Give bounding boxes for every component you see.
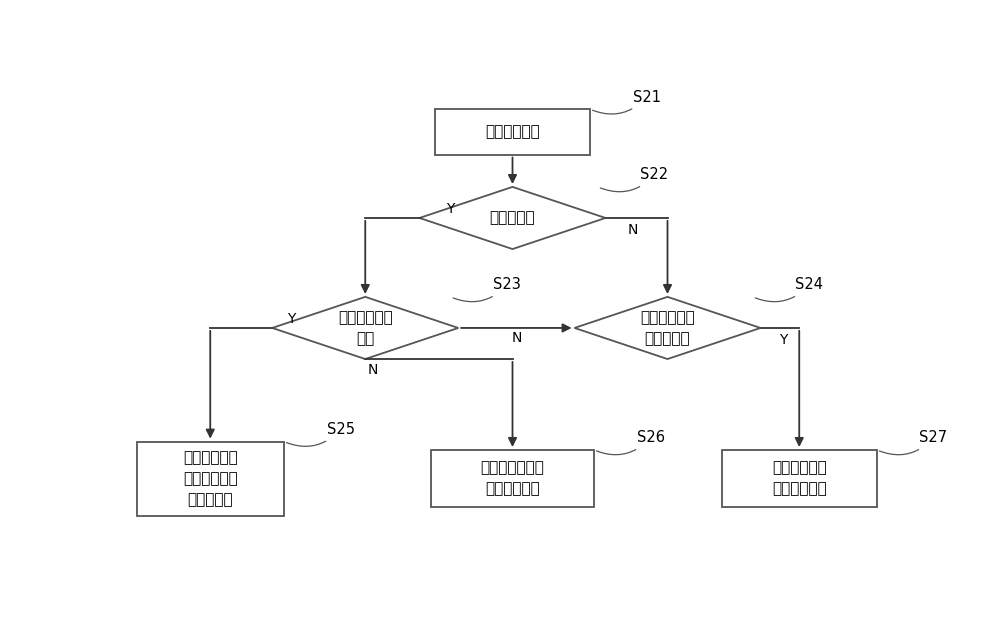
Text: N: N bbox=[368, 363, 378, 376]
Bar bbox=[137, 442, 284, 515]
Text: Y: Y bbox=[446, 202, 455, 216]
Text: N: N bbox=[627, 223, 638, 237]
Text: S21: S21 bbox=[593, 89, 661, 114]
Bar bbox=[435, 109, 590, 155]
Text: S25: S25 bbox=[286, 422, 354, 446]
Polygon shape bbox=[272, 297, 458, 359]
Text: S22: S22 bbox=[600, 168, 668, 192]
Bar bbox=[722, 450, 877, 507]
Bar bbox=[431, 450, 594, 507]
Text: 有完成充电电
池否: 有完成充电电 池否 bbox=[338, 310, 393, 346]
Text: S24: S24 bbox=[755, 278, 823, 302]
Text: Y: Y bbox=[287, 312, 296, 327]
Text: 有空闲的电池
充电空间否: 有空闲的电池 充电空间否 bbox=[640, 310, 695, 346]
Text: 提出充电请求: 提出充电请求 bbox=[485, 124, 540, 139]
Text: S23: S23 bbox=[453, 278, 521, 302]
Text: 打开完成充电
电池所在充电
空间的柜门: 打开完成充电 电池所在充电 空间的柜门 bbox=[183, 450, 238, 507]
Text: S26: S26 bbox=[596, 430, 664, 455]
Text: N: N bbox=[511, 332, 522, 345]
Text: 打开空闲的充
电空间的柜门: 打开空闲的充 电空间的柜门 bbox=[772, 461, 827, 497]
Text: 设备暂时不能提
供服务，结束: 设备暂时不能提 供服务，结束 bbox=[481, 461, 544, 497]
Polygon shape bbox=[574, 297, 761, 359]
Text: Y: Y bbox=[780, 333, 788, 347]
Text: S27: S27 bbox=[879, 430, 947, 455]
Polygon shape bbox=[420, 187, 606, 249]
Text: 选择换电否: 选择换电否 bbox=[490, 211, 535, 225]
